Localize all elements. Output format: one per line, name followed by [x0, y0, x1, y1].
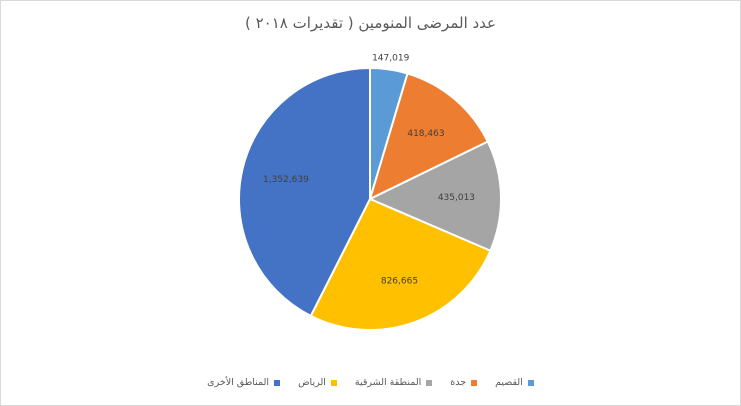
legend-label: الرياض — [298, 377, 326, 388]
legend-item: المناطق الأخرى — [207, 377, 281, 388]
legend-item: الرياض — [298, 377, 337, 388]
legend-swatch — [426, 379, 433, 386]
pie-slice — [367, 140, 502, 253]
legend-label: المناطق الأخرى — [207, 377, 270, 388]
legend-label: جدة — [450, 377, 467, 388]
legend-swatch — [471, 379, 478, 386]
legend-item: القصيم — [495, 377, 534, 388]
legend-item: المنطقة الشرقية — [354, 377, 433, 388]
data-label: 418,463 — [407, 129, 444, 139]
legend-swatch — [330, 379, 337, 386]
chart-legend: القصيم جدة المنطقة الشرقية الرياض المناط… — [0, 377, 741, 388]
legend-label: القصيم — [495, 377, 523, 388]
legend-swatch — [274, 379, 281, 386]
data-label: 826,665 — [381, 276, 418, 286]
legend-label: المنطقة الشرقية — [354, 377, 422, 388]
data-label: 147,019 — [372, 54, 409, 64]
pie-slice — [238, 66, 371, 318]
data-label: 435,013 — [438, 193, 475, 203]
pie-slice — [368, 72, 490, 201]
data-label: 1,352,639 — [263, 175, 309, 185]
legend-item: جدة — [450, 377, 478, 388]
legend-swatch — [527, 379, 534, 386]
chart-title: عدد المرضى المنومين ( تقديرات ٢٠١٨ ) — [244, 14, 497, 32]
pie-slice — [309, 197, 492, 331]
